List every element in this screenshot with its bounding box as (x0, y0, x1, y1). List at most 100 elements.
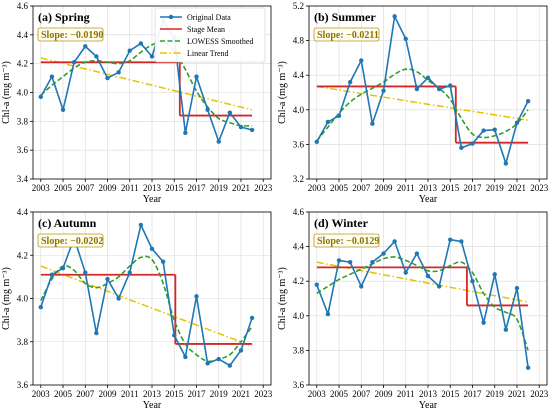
slope-box (37, 233, 104, 248)
original-data-point (205, 361, 210, 366)
original-data-point (83, 44, 88, 49)
legend-label-original: Original Data (187, 13, 231, 22)
x-tick-label: 2017 (187, 389, 206, 399)
x-tick-label: 2013 (143, 389, 162, 399)
linear-trend-line (316, 85, 529, 121)
original-data-point (492, 272, 497, 277)
original-data-point (149, 246, 155, 251)
lowess-smoothed-line (316, 256, 529, 351)
x-tick-label: 2017 (463, 183, 482, 193)
original-data-point (436, 86, 442, 92)
x-tick-label: 2011 (397, 183, 415, 193)
y-tick-label: 5.2 (293, 1, 304, 11)
original-data-point (138, 41, 144, 46)
x-tick-label: 2005 (330, 183, 349, 193)
original-data-point (425, 75, 431, 80)
x-tick-label: 2013 (419, 389, 438, 399)
lowess-smoothed-line (40, 255, 253, 363)
y-tick-label: 4.2 (17, 250, 28, 260)
original-data-point (38, 304, 43, 310)
original-data-point (459, 239, 464, 244)
x-tick-label: 2023 (530, 183, 549, 193)
x-tick-label: 2017 (463, 389, 482, 399)
x-tick-label: 2009 (99, 183, 118, 193)
original-data-point (60, 107, 66, 113)
original-data-point (448, 237, 453, 242)
panel-title: (b) Summer (314, 10, 376, 24)
y-tick-label: 3.6 (17, 145, 29, 155)
y-tick-label: 4.0 (17, 88, 29, 98)
x-tick-label: 2019 (210, 183, 229, 193)
original-data-point (325, 311, 331, 317)
original-data-point (227, 363, 233, 368)
original-data-point (392, 14, 397, 19)
original-data-point (194, 294, 199, 299)
y-tick-label: 3.8 (17, 116, 29, 126)
y-tick-label: 3.6 (17, 380, 29, 390)
x-tick-label: 2003 (308, 389, 327, 399)
x-tick-label: 2023 (254, 183, 273, 193)
legend-marker-original (168, 14, 174, 20)
x-tick-label: 2011 (121, 183, 139, 193)
y-tick-label: 4.0 (293, 105, 305, 115)
panel-title: (c) Autumn (38, 216, 97, 230)
x-tick-label: 2009 (99, 389, 118, 399)
y-axis-label: Chl-a (mg m⁻³) (277, 267, 288, 330)
slope-label: Slope: −0.0190 (41, 30, 103, 41)
y-tick-label: 3.4 (17, 174, 29, 184)
original-data-point (503, 327, 509, 332)
y-tick-label: 4.4 (17, 30, 29, 40)
x-tick-label: 2009 (375, 389, 394, 399)
original-data-point (127, 270, 132, 275)
x-tick-label: 2011 (121, 389, 139, 399)
original-data-point (481, 128, 486, 133)
y-axis-label: Chl-a (mg m⁻³) (1, 61, 12, 124)
x-tick-label: 2021 (232, 183, 250, 193)
original-data-point (347, 79, 353, 85)
legend-box (154, 7, 266, 63)
x-tick-label: 2015 (441, 389, 460, 399)
y-tick-label: 4.4 (17, 207, 29, 217)
original-data-point (425, 273, 431, 279)
x-tick-label: 2023 (530, 389, 549, 399)
original-data-point (127, 48, 132, 53)
x-tick-label: 2013 (419, 183, 438, 193)
original-data-point (370, 121, 375, 126)
x-tick-label: 2003 (32, 389, 51, 399)
y-tick-label: 3.2 (293, 174, 304, 184)
original-data-point (481, 320, 486, 325)
panel-title: (a) Spring (38, 10, 90, 24)
original-data-point (336, 113, 342, 119)
panel-4: 3.6 3.8 4.0 4.2 4.4 4.6 2003 2005 2007 2009 2011 20… (277, 207, 549, 411)
y-axis-label: Chl-a (mg m⁻³) (1, 267, 12, 330)
x-tick-label: 2003 (32, 183, 51, 193)
original-data-point (414, 251, 420, 256)
original-data-point (525, 365, 531, 370)
original-data-point (381, 88, 386, 93)
original-data-line (316, 238, 529, 368)
y-tick-label: 4.4 (293, 70, 305, 80)
original-data-point (83, 270, 88, 275)
x-tick-label: 2015 (165, 183, 184, 193)
original-data-point (414, 86, 420, 92)
original-data-point (514, 285, 520, 291)
original-data-point (314, 282, 319, 287)
x-tick-label: 2021 (508, 183, 526, 193)
original-data-point (160, 259, 166, 264)
original-data-point (116, 296, 121, 301)
slope-label: Slope: −0.0202 (41, 236, 103, 247)
y-tick-label: 4.6 (17, 1, 29, 11)
original-data-point (238, 348, 244, 353)
original-data-point (436, 284, 442, 289)
x-axis-label: Year (143, 194, 162, 205)
original-data-point (205, 107, 210, 113)
y-tick-label: 3.8 (293, 345, 305, 355)
x-tick-label: 2007 (76, 389, 95, 399)
slope-box (313, 233, 380, 248)
slope-label: Slope: −0.0211 (317, 30, 379, 41)
legend-label-trend: Linear Trend (187, 49, 229, 58)
x-tick-label: 2007 (76, 183, 95, 193)
x-tick-label: 2009 (375, 183, 394, 193)
original-data-point (149, 54, 155, 59)
original-data-point (370, 259, 375, 265)
